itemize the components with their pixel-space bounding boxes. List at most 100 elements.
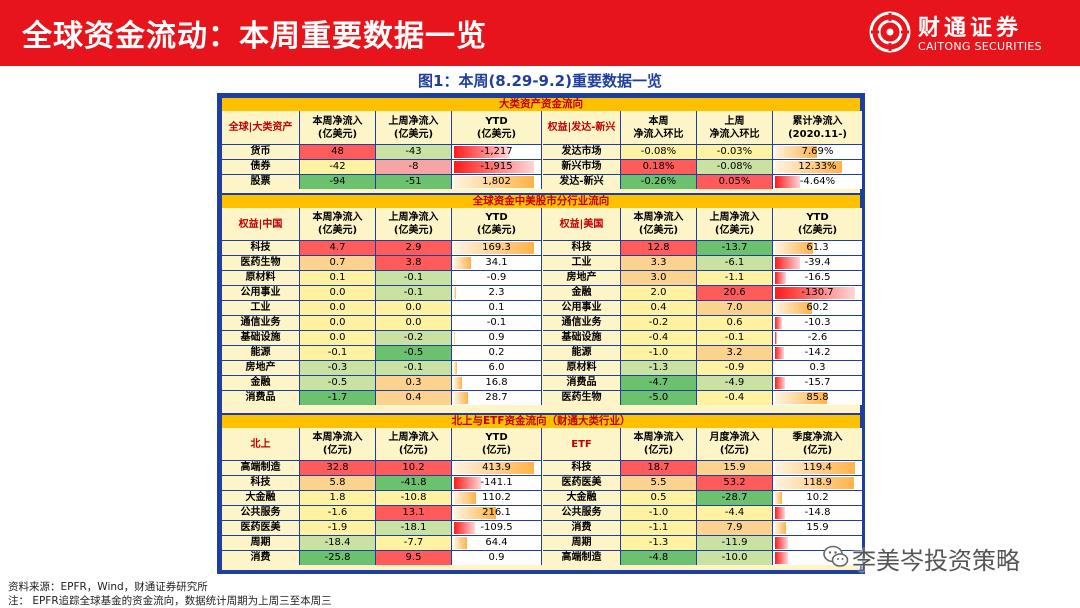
data-bar bbox=[454, 377, 463, 389]
row-name: 股票 bbox=[222, 174, 300, 189]
data-bar bbox=[775, 302, 812, 314]
cumulative-cell: -141.1 bbox=[452, 475, 542, 490]
cumulative-value: 216.1 bbox=[482, 507, 511, 518]
data-bar bbox=[454, 161, 534, 173]
data-bar bbox=[775, 161, 843, 173]
value-cell: 0.0 bbox=[376, 315, 452, 330]
cumulative-cell: 12.33% bbox=[773, 159, 863, 174]
cumulative-value: 64.4 bbox=[485, 537, 508, 548]
row-name: 原材料 bbox=[543, 360, 621, 375]
row-name: 金融 bbox=[222, 375, 300, 390]
table-label: 权益|美国 bbox=[543, 208, 621, 240]
data-bar bbox=[454, 507, 496, 519]
table-row: 周期 -18.4 -7.7 64.4 bbox=[222, 535, 542, 550]
value-cell: -43 bbox=[376, 144, 452, 159]
column-header: 本周 净流入环比 bbox=[621, 111, 697, 144]
value-cell: -1.6 bbox=[300, 505, 376, 520]
column-header: 本周净流入 (亿美元) bbox=[621, 208, 697, 240]
data-bar bbox=[454, 362, 458, 374]
table-us-equity: 权益|美国 本周净流入 (亿美元) 上周净流入 (亿美元) YTD (亿美元) 科技 12… bbox=[543, 208, 863, 405]
cumulative-cell: -1,915 bbox=[452, 159, 542, 174]
cumulative-cell: 60.2 bbox=[773, 300, 863, 315]
value-cell: -41.8 bbox=[376, 475, 452, 490]
row-name: 公共服务 bbox=[543, 505, 621, 520]
row-name: 科技 bbox=[543, 460, 621, 475]
column-header: YTD (亿美元) bbox=[452, 208, 542, 240]
value-cell: -28.7 bbox=[697, 490, 773, 505]
column-header: 季度净流入 (亿元) bbox=[773, 428, 863, 460]
row-name: 货币 bbox=[222, 144, 300, 159]
value-cell: -1.9 bbox=[300, 520, 376, 535]
cumulative-cell: 34.1 bbox=[452, 255, 542, 270]
cumulative-cell: 0.1 bbox=[452, 300, 542, 315]
table-row: 房地产 -0.3 -0.1 6.0 bbox=[222, 360, 542, 375]
cumulative-value: -10.3 bbox=[804, 317, 831, 328]
table-china-equity: 权益|中国 本周净流入 (亿美元) 上周净流入 (亿美元) YTD (亿美元) 科技 4.… bbox=[222, 208, 542, 405]
row-name: 发达市场 bbox=[543, 144, 621, 159]
row-name: 消费品 bbox=[222, 390, 300, 405]
data-bar bbox=[454, 257, 471, 269]
section-title: 大类资产资金流向 bbox=[222, 98, 860, 111]
row-name: 工业 bbox=[222, 300, 300, 315]
cumulative-cell: -2.6 bbox=[773, 330, 863, 345]
cumulative-cell: 413.9 bbox=[452, 460, 542, 475]
cumulative-cell: -16.5 bbox=[773, 270, 863, 285]
table-developed-emerging: 权益|发达-新兴 本周 净流入环比 上周 净流入环比 累计净流入 (2020.11-)… bbox=[543, 111, 863, 189]
row-name: 周期 bbox=[222, 535, 300, 550]
value-cell: -0.5 bbox=[376, 345, 452, 360]
value-cell: -51 bbox=[376, 174, 452, 189]
row-name: 能源 bbox=[222, 345, 300, 360]
data-bar bbox=[775, 392, 828, 404]
table-row: 公用事业 0.0 -0.1 2.3 bbox=[222, 285, 542, 300]
figure-title: 图1：本周(8.29-9.2)重要数据一览 bbox=[418, 72, 662, 90]
data-bar bbox=[775, 146, 817, 158]
cumulative-cell: -0.1 bbox=[452, 315, 542, 330]
cumulative-cell: -14.2 bbox=[773, 345, 863, 360]
table-row: 医药生物 0.7 3.8 34.1 bbox=[222, 255, 542, 270]
cumulative-cell: 61.3 bbox=[773, 240, 863, 255]
data-bar bbox=[775, 242, 813, 254]
cumulative-cell: 64.4 bbox=[452, 535, 542, 550]
table-row: 通信业务 -0.2 0.6 -10.3 bbox=[543, 315, 863, 330]
cumulative-cell: -15.7 bbox=[773, 375, 863, 390]
value-cell: -4.9 bbox=[697, 375, 773, 390]
cumulative-cell: 10.2 bbox=[773, 490, 863, 505]
row-name: 高端制造 bbox=[543, 550, 621, 565]
value-cell: -1.3 bbox=[621, 535, 697, 550]
value-cell: 0.1 bbox=[300, 270, 376, 285]
cumulative-value: -4.64% bbox=[799, 176, 836, 187]
data-bar bbox=[454, 392, 469, 404]
cumulative-value: -109.5 bbox=[480, 522, 513, 533]
footnote: 注： EPFR追踪全球基金的资金流向，数据统计周期为上周三至本周三 bbox=[8, 595, 332, 607]
value-cell: 4.7 bbox=[300, 240, 376, 255]
logo-chinese-name: 财通证券 bbox=[918, 16, 1023, 41]
cumulative-value: -14.8 bbox=[804, 507, 831, 518]
company-logo: 财通证券 CAITONG SECURITIES bbox=[868, 8, 1058, 58]
table-row: 科技 12.8 -13.7 61.3 bbox=[543, 240, 863, 255]
row-name: 医药生物 bbox=[222, 255, 300, 270]
value-cell: 32.8 bbox=[300, 460, 376, 475]
value-cell: 18.7 bbox=[621, 460, 697, 475]
table-row: 高端制造 32.8 10.2 413.9 bbox=[222, 460, 542, 475]
table-row: 能源 -1.0 3.2 -14.2 bbox=[543, 345, 863, 360]
value-cell: -1.3 bbox=[621, 360, 697, 375]
value-cell: -0.1 bbox=[376, 270, 452, 285]
value-cell: -0.2 bbox=[621, 315, 697, 330]
watermark-text: 李美岑投资策略 bbox=[852, 547, 1020, 575]
data-bar bbox=[775, 347, 785, 359]
cumulative-value: -1,915 bbox=[480, 161, 513, 172]
table-row: 货币 48 -43 -1,217 bbox=[222, 144, 542, 159]
value-cell: -7.7 bbox=[376, 535, 452, 550]
value-cell: 20.6 bbox=[697, 285, 773, 300]
value-cell: -10.8 bbox=[376, 490, 452, 505]
cumulative-value: -0.1 bbox=[486, 317, 507, 328]
table-row: 债券 -42 -8 -1,915 bbox=[222, 159, 542, 174]
column-header: 上周净流入 (亿美元) bbox=[697, 208, 773, 240]
cumulative-cell: 216.1 bbox=[452, 505, 542, 520]
value-cell: -0.3 bbox=[300, 360, 376, 375]
row-name: 原材料 bbox=[222, 270, 300, 285]
table-row: 基础设施 -0.4 -0.1 -2.6 bbox=[543, 330, 863, 345]
row-name: 新兴市场 bbox=[543, 159, 621, 174]
cumulative-value: -39.4 bbox=[804, 257, 831, 268]
row-name: 债券 bbox=[222, 159, 300, 174]
